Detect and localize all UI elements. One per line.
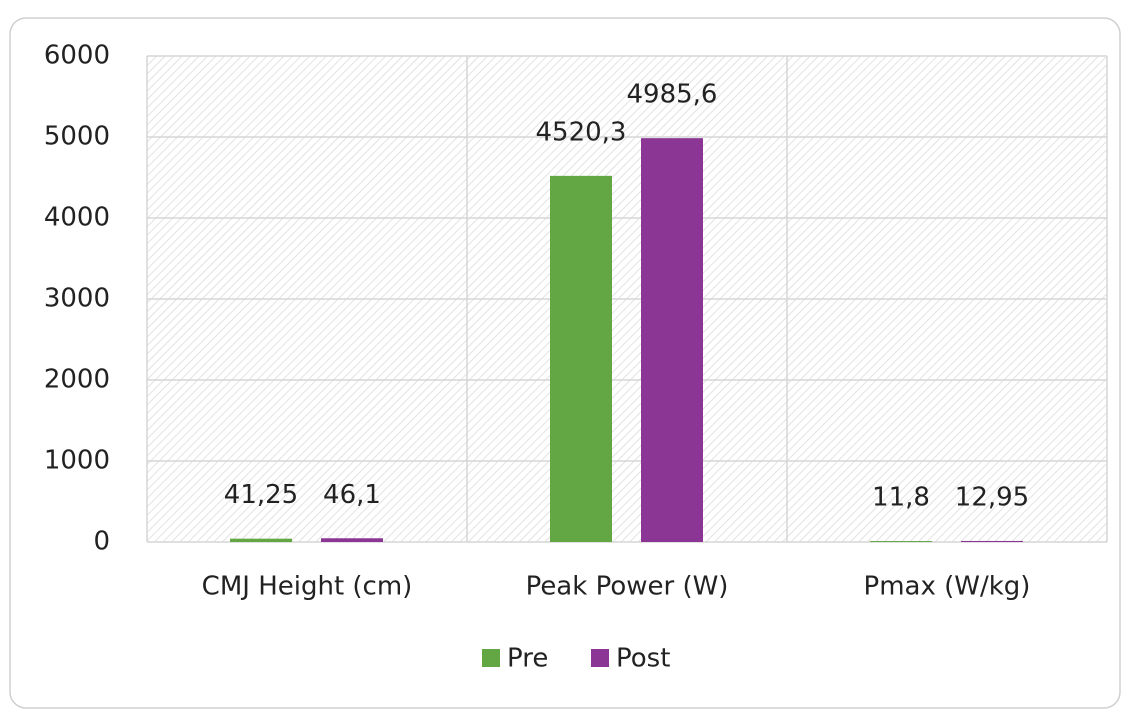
data-label: 12,95 bbox=[955, 482, 1029, 512]
data-label: 46,1 bbox=[323, 480, 381, 510]
legend-label: Post bbox=[616, 644, 670, 674]
bar bbox=[550, 175, 612, 542]
bar bbox=[321, 538, 383, 542]
legend-swatch bbox=[482, 649, 500, 667]
y-tick-label: 2000 bbox=[44, 365, 110, 395]
x-tick-label: CMJ Height (cm) bbox=[202, 572, 413, 602]
y-tick-label: 1000 bbox=[44, 446, 110, 476]
y-tick-label: 3000 bbox=[44, 284, 110, 314]
y-tick-label: 6000 bbox=[44, 41, 110, 71]
y-tick-label: 4000 bbox=[44, 203, 110, 233]
y-tick-label: 0 bbox=[93, 527, 110, 557]
legend-label: Pre bbox=[507, 644, 548, 674]
bar bbox=[870, 541, 932, 542]
bar bbox=[961, 540, 1023, 542]
legend-swatch bbox=[591, 649, 609, 667]
data-label: 4985,6 bbox=[627, 80, 718, 110]
x-tick-label: Pmax (W/kg) bbox=[864, 572, 1031, 602]
bar bbox=[641, 138, 703, 543]
y-tick-label: 5000 bbox=[44, 122, 110, 152]
data-label: 11,8 bbox=[872, 483, 930, 513]
data-label: 41,25 bbox=[224, 480, 298, 510]
data-label: 4520,3 bbox=[536, 117, 627, 147]
bar bbox=[230, 538, 292, 542]
x-tick-label: Peak Power (W) bbox=[526, 572, 729, 602]
